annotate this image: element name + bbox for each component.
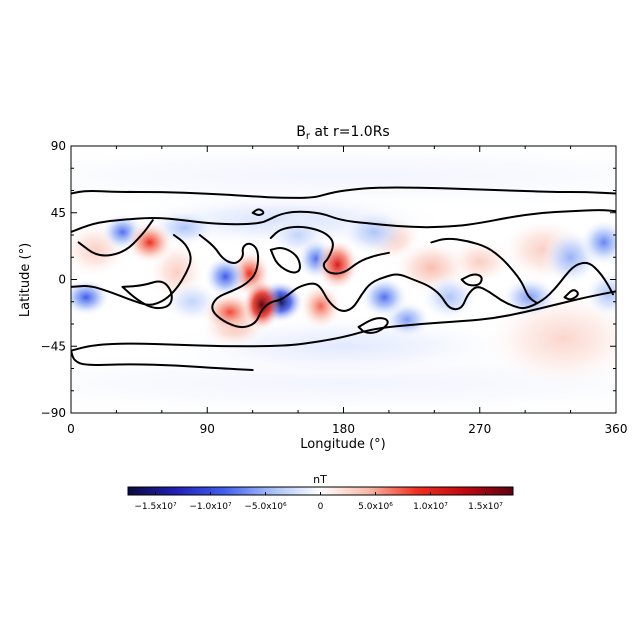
x-tick-label: 0 (67, 422, 75, 436)
colorbar: nT −1.5x10⁷ −1.0x10⁷ −5.0x10⁶ 0 5.0x10⁶ 1.0x1… (127, 473, 514, 512)
chart-title: Br at r=1.0Rs (296, 124, 389, 142)
field-spot (298, 282, 343, 330)
colorbar-tick-label: −5.0x10⁶ (244, 502, 287, 512)
y-axis-label: Latitude (°) (18, 243, 33, 317)
field-heatmap (71, 146, 616, 413)
colorbar-tick-label: −1.0x10⁷ (189, 502, 232, 512)
x-tick-label: 360 (605, 422, 628, 436)
contour-line (71, 290, 616, 352)
y-axis: −90 −45 0 45 90 (41, 139, 616, 420)
contour-line (357, 317, 389, 334)
contour-line (430, 237, 539, 305)
contour-line (269, 246, 301, 274)
field-spot (71, 278, 111, 317)
y-tick-label: 45 (51, 206, 66, 220)
contour-line (198, 234, 614, 329)
colorbar-tick-label: 1.0x10⁷ (413, 502, 448, 512)
contour-line (71, 186, 616, 199)
field-spot (420, 273, 479, 322)
field-spot (584, 270, 616, 319)
contour-line (251, 208, 265, 216)
colorbar-tick-label: 5.0x10⁶ (358, 502, 393, 512)
contour-line (563, 289, 579, 301)
x-tick-label: 180 (332, 422, 355, 436)
field-spot (315, 238, 360, 291)
x-axis: 0 90 180 270 360 (67, 146, 627, 436)
colorbar-tick-label: 0 (318, 502, 324, 512)
field-spot (125, 221, 174, 264)
colorbar-tick-label: 1.5x10⁷ (468, 502, 503, 512)
contour-line (71, 209, 616, 233)
contour-line (269, 225, 390, 275)
contour-line (71, 349, 254, 371)
plot-area (70, 145, 617, 414)
contour-line (460, 273, 483, 287)
chart-title-rest: at r=1.0Rs (310, 124, 390, 140)
colorbar-label: nT (313, 473, 327, 486)
x-tick-label: 270 (468, 422, 491, 436)
contour-line (77, 219, 154, 257)
y-tick-label: 0 (58, 273, 66, 287)
x-tick-label: 90 (200, 422, 215, 436)
field-spot (242, 278, 282, 331)
y-tick-label: −90 (41, 406, 66, 420)
colorbar-ticks: −1.5x10⁷ −1.0x10⁷ −5.0x10⁶ 0 5.0x10⁶ 1.0x10⁷ 1… (134, 492, 503, 512)
field-spot (360, 275, 409, 319)
field-spot (579, 218, 616, 267)
x-axis-label: Longitude (°) (300, 437, 385, 452)
contour-line (71, 234, 192, 306)
colorbar-tick-label: −1.5x10⁷ (134, 502, 177, 512)
y-tick-label: −45 (41, 339, 66, 353)
contour-line (121, 280, 173, 310)
chart-title-main: B (296, 124, 306, 140)
field-spot (339, 208, 408, 256)
y-tick-label: 90 (51, 139, 66, 153)
chart-title-subscript: r (306, 131, 311, 142)
polarity-inversion-contours (71, 186, 616, 371)
field-spot (203, 255, 248, 298)
